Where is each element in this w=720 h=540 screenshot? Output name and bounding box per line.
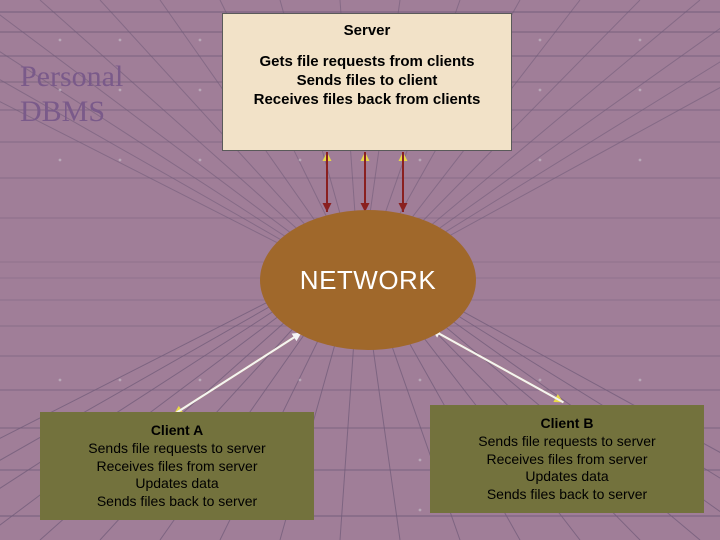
diagram-stage: Personal DBMS Server Gets file requests … xyxy=(0,0,720,540)
title-line-1: Personal xyxy=(20,60,123,95)
title-line-2: DBMS xyxy=(20,95,123,130)
client-line: Sends files back to server xyxy=(478,486,655,504)
client-line: Sends files back to server xyxy=(88,493,265,511)
server-box: Server Gets file requests from clientsSe… xyxy=(222,13,512,151)
server-line: Sends files to client xyxy=(233,72,501,91)
client-b-title: Client B xyxy=(541,415,594,431)
page-title: Personal DBMS xyxy=(20,60,123,129)
network-node: NETWORK xyxy=(260,210,476,350)
client-a-title: Client A xyxy=(151,422,203,438)
server-title: Server xyxy=(233,22,501,39)
client-line: Sends file requests to server xyxy=(88,440,265,458)
client-line: Receives files from server xyxy=(88,458,265,476)
server-line: Gets file requests from clients xyxy=(233,53,501,72)
server-line: Receives files back from clients xyxy=(233,91,501,110)
client-b-box: Client B Sends file requests to serverRe… xyxy=(430,405,704,513)
client-line: Updates data xyxy=(478,468,655,486)
server-lines: Gets file requests from clientsSends fil… xyxy=(233,53,501,109)
client-line: Receives files from server xyxy=(478,451,655,469)
client-a-box: Client A Sends file requests to serverRe… xyxy=(40,412,314,520)
client-b-lines: Sends file requests to serverReceives fi… xyxy=(478,433,655,503)
network-label: NETWORK xyxy=(300,265,436,296)
client-a-lines: Sends file requests to serverReceives fi… xyxy=(88,440,265,510)
client-line: Updates data xyxy=(88,475,265,493)
client-line: Sends file requests to server xyxy=(478,433,655,451)
